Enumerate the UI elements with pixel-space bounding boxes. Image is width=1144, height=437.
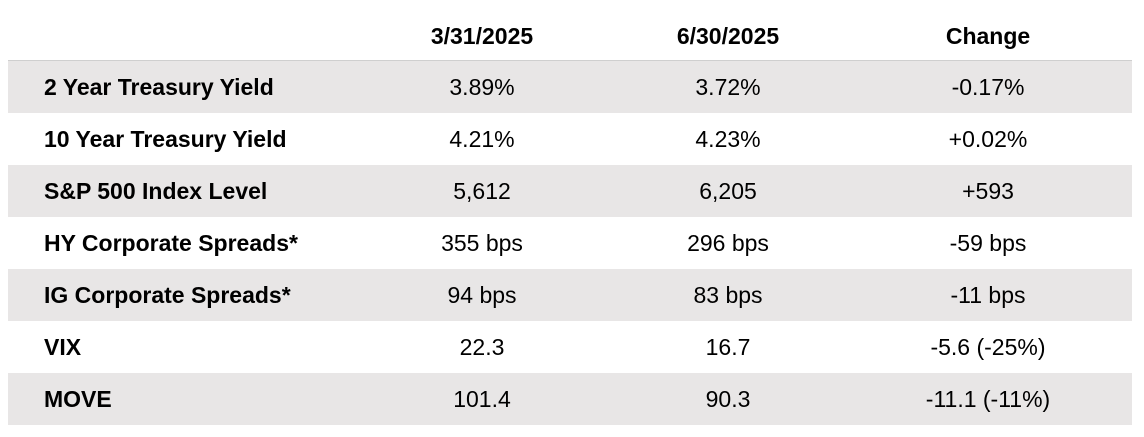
row-change: -0.17%	[951, 73, 1025, 100]
header-change: Change	[945, 22, 1031, 49]
header-date-q2: 6/30/2025	[676, 22, 780, 49]
row-change: -59 bps	[949, 229, 1027, 256]
row-value-q2: 3.72%	[695, 73, 761, 100]
row-value-q2: 83 bps	[693, 281, 763, 308]
row-change: -11 bps	[950, 281, 1026, 308]
row-value-q2: 16.7	[705, 333, 751, 360]
row-value-q1: 101.4	[453, 385, 511, 412]
row-label: MOVE	[44, 385, 112, 412]
header-date-q1: 3/31/2025	[430, 22, 534, 49]
row-change: -5.6 (-25%)	[930, 333, 1046, 360]
row-value-q2: 296 bps	[687, 229, 769, 256]
row-value-q1: 3.89%	[449, 73, 515, 100]
market-data-table: 3/31/2025 6/30/2025 Change 2 Year Treasu…	[8, 12, 1132, 425]
row-label: 2 Year Treasury Yield	[44, 73, 274, 100]
row-change: -11.1 (-11%)	[925, 385, 1051, 412]
table-row: VIX 22.3 16.7 -5.6 (-25%)	[8, 321, 1132, 373]
table-row: HY Corporate Spreads* 355 bps 296 bps -5…	[8, 217, 1132, 269]
table-row: S&P 500 Index Level 5,612 6,205 +593	[8, 165, 1132, 217]
row-label: 10 Year Treasury Yield	[44, 125, 287, 152]
row-value-q1: 94 bps	[447, 281, 517, 308]
table-header-row: 3/31/2025 6/30/2025 Change	[8, 12, 1132, 61]
row-value-q2: 90.3	[705, 385, 751, 412]
row-label: S&P 500 Index Level	[44, 177, 268, 204]
row-value-q1: 355 bps	[441, 229, 523, 256]
table-row: 10 Year Treasury Yield 4.21% 4.23% +0.02…	[8, 113, 1132, 165]
table-row: MOVE 101.4 90.3 -11.1 (-11%)	[8, 373, 1132, 425]
row-value-q1: 22.3	[459, 333, 505, 360]
row-change: +0.02%	[948, 125, 1028, 152]
table-row: 2 Year Treasury Yield 3.89% 3.72% -0.17%	[8, 61, 1132, 113]
row-value-q1: 5,612	[453, 177, 511, 204]
row-label: IG Corporate Spreads*	[44, 281, 291, 308]
row-value-q1: 4.21%	[449, 125, 515, 152]
row-label: VIX	[44, 333, 82, 360]
row-change: +593	[962, 177, 1014, 204]
row-label: HY Corporate Spreads*	[44, 229, 298, 256]
row-value-q2: 6,205	[699, 177, 757, 204]
row-value-q2: 4.23%	[695, 125, 761, 152]
table-row: IG Corporate Spreads* 94 bps 83 bps -11 …	[8, 269, 1132, 321]
